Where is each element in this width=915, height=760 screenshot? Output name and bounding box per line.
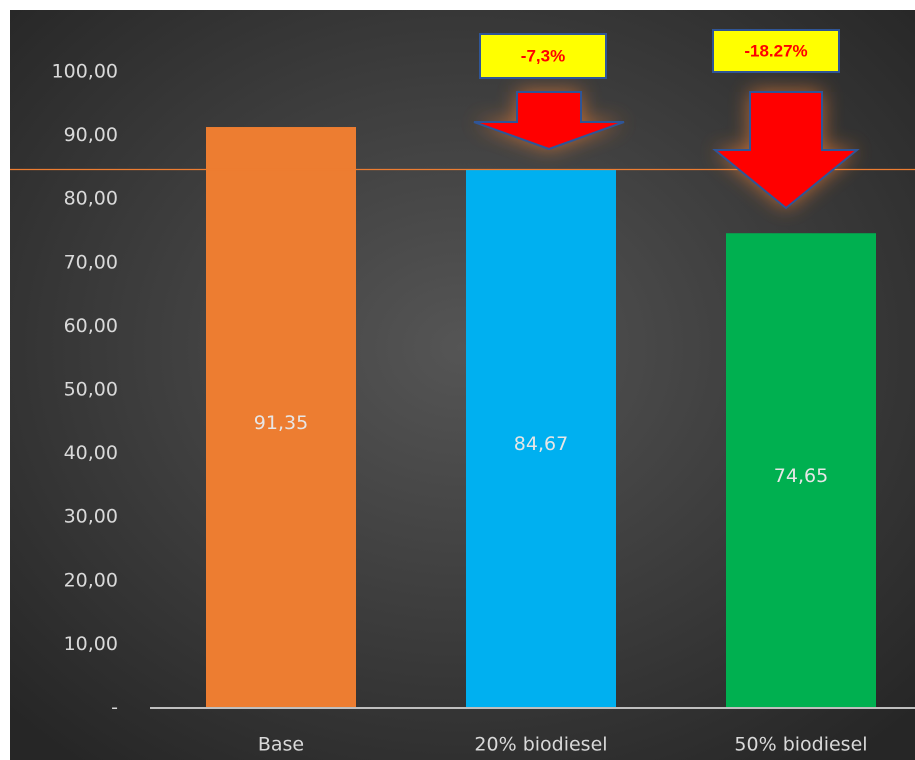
y-tick-label: 100,00 <box>52 61 118 83</box>
x-tick-label: 20% biodiesel <box>474 734 607 756</box>
y-tick-label: 90,00 <box>64 124 118 146</box>
bar-value-label: 74,65 <box>774 465 828 487</box>
y-tick-label: 30,00 <box>64 506 118 528</box>
down-arrow-icon <box>712 91 860 210</box>
y-tick-label: 70,00 <box>64 251 118 273</box>
bar <box>726 233 876 708</box>
y-tick-label: 60,00 <box>64 315 118 337</box>
bar <box>466 169 616 709</box>
y-tick-label: 50,00 <box>64 379 118 401</box>
callout-label: -18.27% <box>744 41 807 60</box>
bar <box>206 127 356 709</box>
callout-box <box>479 33 607 79</box>
y-tick-label: 20,00 <box>64 569 118 591</box>
bar-value-label: 84,67 <box>514 433 568 455</box>
y-tick-label: 80,00 <box>64 188 118 210</box>
y-tick-label: - <box>111 697 118 719</box>
callout-label: -7,3% <box>521 46 565 65</box>
down-arrow-icon <box>473 91 625 151</box>
x-tick-label: Base <box>258 734 304 756</box>
callout-box <box>712 29 840 73</box>
x-tick-label: 50% biodiesel <box>734 734 867 756</box>
y-tick-label: 10,00 <box>64 633 118 655</box>
bar-value-label: 91,35 <box>254 412 308 434</box>
y-tick-label: 40,00 <box>64 442 118 464</box>
